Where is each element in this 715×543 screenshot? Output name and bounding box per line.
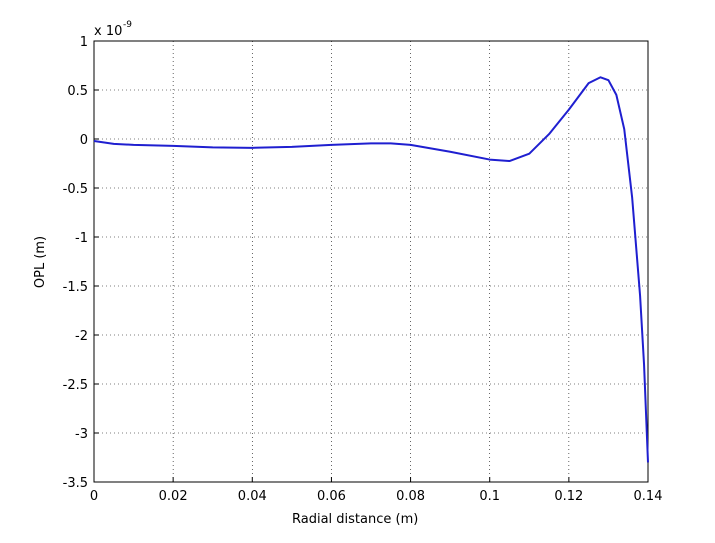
data-line — [93, 76, 649, 463]
x-tick-label: 0.06 — [317, 489, 346, 504]
x-tick-label: 0 — [90, 489, 98, 504]
y-tick-label: 0 — [80, 133, 88, 148]
y-tick-label: 0.5 — [67, 84, 88, 99]
x-tick-label: 0.08 — [396, 489, 425, 504]
y-exponent: -9 — [123, 20, 132, 30]
x-tick-label: 0.02 — [159, 489, 188, 504]
axes-box — [93, 40, 649, 483]
y-tick-label: -0.5 — [63, 182, 88, 197]
y-tick-label: -2 — [75, 329, 88, 344]
x-tick-label: 0.14 — [634, 489, 663, 504]
y-axis-label: OPL (m) — [33, 236, 48, 288]
x-tick-label: 0.1 — [479, 489, 500, 504]
x-tick-label: 0.12 — [554, 489, 583, 504]
y-tick-label: -3.5 — [63, 476, 88, 491]
y-tick-label: -1 — [75, 231, 88, 246]
y-exponent-base: x 10 — [94, 24, 122, 39]
y-tick-label: -2.5 — [63, 378, 88, 393]
y-tick-label: -3 — [75, 427, 88, 442]
y-tick-label: -1.5 — [63, 280, 88, 295]
x-axis-label: Radial distance (m) — [292, 512, 418, 527]
y-tick-label: 1 — [80, 35, 88, 50]
x-tick-label: 0.04 — [238, 489, 267, 504]
